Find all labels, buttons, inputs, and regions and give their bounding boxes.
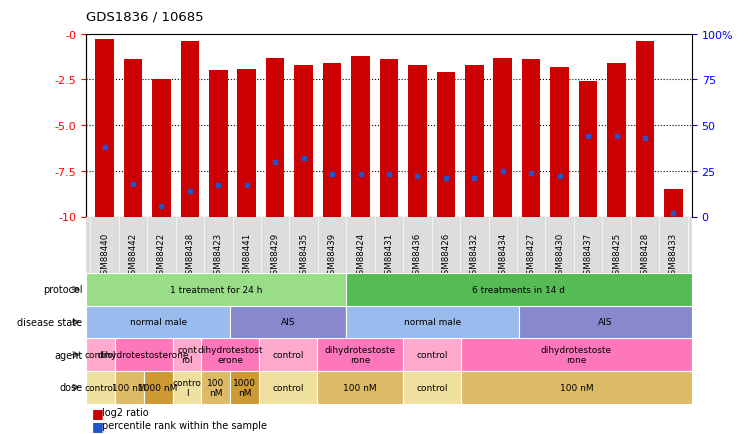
Text: 1000
nM: 1000 nM [233, 378, 257, 397]
Text: 100 nM: 100 nM [343, 383, 377, 392]
Bar [403, 371, 461, 404]
Bar [180, 42, 199, 217]
Bar [664, 190, 683, 217]
Bar [461, 339, 692, 371]
Text: normal male: normal male [404, 318, 461, 327]
Bar [607, 64, 626, 217]
Bar [522, 60, 540, 217]
Text: agent: agent [54, 350, 82, 360]
Text: control: control [272, 383, 304, 392]
Bar [295, 66, 313, 217]
Bar [86, 273, 346, 306]
Bar [266, 59, 284, 217]
Text: GDS1836 / 10685: GDS1836 / 10685 [86, 11, 203, 24]
Text: ■: ■ [92, 406, 104, 419]
Bar [259, 339, 317, 371]
Text: 6 treatments in 14 d: 6 treatments in 14 d [472, 285, 565, 294]
Bar [86, 339, 115, 371]
Text: 1000 nM: 1000 nM [138, 383, 178, 392]
Bar [408, 66, 426, 217]
Bar [95, 40, 114, 217]
Bar [238, 69, 256, 217]
Text: cont
rol: cont rol [177, 345, 197, 365]
Bar [346, 273, 692, 306]
Bar [201, 371, 230, 404]
Bar [317, 339, 403, 371]
Text: dihydrotestoste
rone: dihydrotestoste rone [541, 345, 612, 365]
Text: ■: ■ [92, 419, 104, 432]
Bar [494, 59, 512, 217]
Text: 100 nM: 100 nM [560, 383, 593, 392]
Text: control: control [272, 350, 304, 359]
Bar [579, 82, 598, 217]
Text: percentile rank within the sample: percentile rank within the sample [102, 421, 268, 431]
Bar [551, 68, 569, 217]
Bar [352, 56, 370, 217]
Bar [144, 371, 173, 404]
Text: contro
l: contro l [173, 378, 201, 397]
Bar [461, 371, 692, 404]
Text: AIS: AIS [280, 318, 295, 327]
Bar [346, 306, 519, 339]
Text: dihydrotestosterone: dihydrotestosterone [98, 350, 189, 359]
Bar [403, 339, 461, 371]
Bar [636, 42, 654, 217]
Bar [115, 371, 144, 404]
Text: dose: dose [59, 382, 82, 392]
Text: control: control [85, 350, 116, 359]
Bar [201, 339, 259, 371]
Text: protocol: protocol [43, 285, 82, 295]
Bar [323, 64, 341, 217]
Bar [123, 60, 142, 217]
Text: control: control [417, 383, 448, 392]
Text: disease state: disease state [17, 317, 82, 327]
Bar [115, 339, 173, 371]
Text: 100
nM: 100 nM [207, 378, 224, 397]
Text: control: control [417, 350, 448, 359]
Bar [437, 73, 455, 217]
Text: 1 treatment for 24 h: 1 treatment for 24 h [170, 285, 262, 294]
Bar [380, 60, 398, 217]
Bar [259, 371, 317, 404]
Bar [230, 306, 346, 339]
Bar [519, 306, 692, 339]
Text: dihydrotestost
erone: dihydrotestost erone [197, 345, 263, 365]
Bar [152, 80, 171, 217]
Bar [173, 339, 201, 371]
Text: log2 ratio: log2 ratio [102, 407, 149, 417]
Text: AIS: AIS [598, 318, 613, 327]
Bar [209, 71, 227, 217]
Text: normal male: normal male [129, 318, 187, 327]
Bar [317, 371, 403, 404]
Text: dihydrotestoste
rone: dihydrotestoste rone [325, 345, 396, 365]
Bar [86, 306, 230, 339]
Text: 100 nM: 100 nM [112, 383, 146, 392]
Bar [173, 371, 201, 404]
Bar [230, 371, 259, 404]
Bar [465, 66, 483, 217]
Text: control: control [85, 383, 116, 392]
Bar [86, 371, 115, 404]
